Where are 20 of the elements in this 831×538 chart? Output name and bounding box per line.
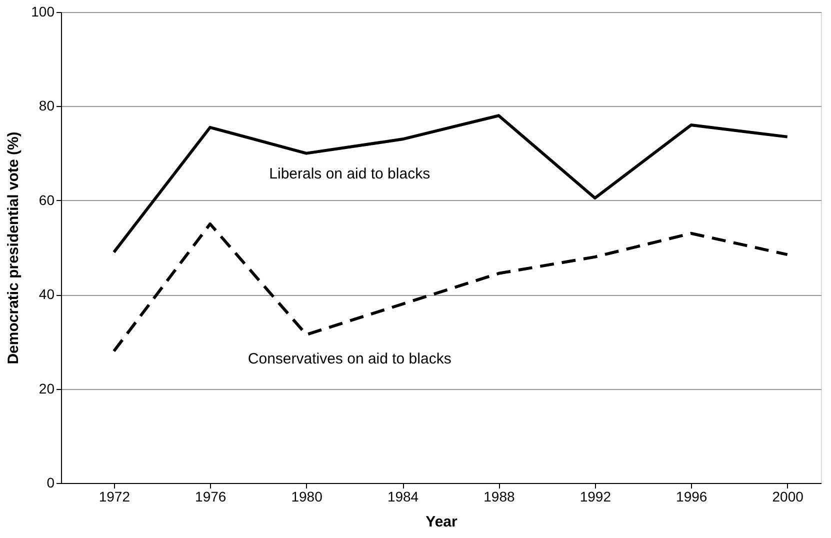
series-label: Liberals on aid to blacks bbox=[269, 165, 430, 182]
x-tick-label: 1980 bbox=[291, 488, 323, 504]
x-tick-label: 2000 bbox=[772, 488, 804, 504]
y-tick-label: 60 bbox=[38, 192, 55, 208]
x-tick-label: 1988 bbox=[484, 488, 515, 504]
y-tick-label: 100 bbox=[31, 4, 55, 20]
y-tick-label: 20 bbox=[38, 380, 55, 396]
x-tick-label: 1996 bbox=[676, 488, 708, 504]
x-tick-label: 1972 bbox=[98, 488, 130, 504]
text: Conservatives on aid to blacks bbox=[248, 350, 452, 368]
y-tick-label: 80 bbox=[38, 98, 55, 114]
x-axis-title: Year bbox=[426, 514, 458, 530]
x-tick-label: 1992 bbox=[580, 488, 612, 504]
y-tick-label: 0 bbox=[46, 474, 55, 490]
y-axis-title: Democratic presidential vote (%) bbox=[5, 132, 22, 364]
y-tick-label: 40 bbox=[38, 286, 55, 302]
line-series bbox=[112, 114, 789, 254]
x-tick-label: 1976 bbox=[195, 488, 226, 504]
line-series bbox=[112, 222, 789, 353]
x-tick-label: 1984 bbox=[387, 488, 419, 504]
